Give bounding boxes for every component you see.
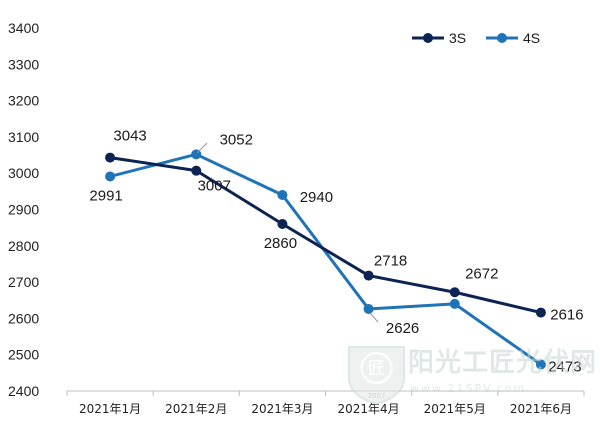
y-tick-label: 2700 bbox=[8, 274, 39, 290]
series-layer bbox=[105, 149, 546, 370]
label-leader-line bbox=[369, 312, 379, 323]
data-label-3s: 2860 bbox=[264, 235, 297, 252]
data-point-3s bbox=[191, 165, 202, 176]
badge-glyph: 匠 bbox=[368, 359, 385, 379]
legend-label-3s: 3S bbox=[449, 30, 466, 46]
data-label-4s: 3052 bbox=[220, 131, 253, 148]
series-line-3s bbox=[109, 156, 542, 315]
data-label-4s: 2626 bbox=[386, 320, 419, 337]
y-tick-label: 2800 bbox=[8, 238, 39, 254]
data-point-4s bbox=[277, 189, 288, 200]
data-point-3s bbox=[277, 219, 288, 230]
badge-year: 2007 bbox=[368, 392, 386, 400]
legend-item-3s: 3S bbox=[412, 30, 466, 46]
series-line-4s bbox=[109, 152, 542, 366]
y-tick-label: 2600 bbox=[8, 310, 39, 326]
data-point-4s bbox=[105, 171, 116, 182]
data-label-3s: 2672 bbox=[465, 265, 498, 282]
data-point-4s bbox=[535, 359, 546, 370]
data-label-4s: 2940 bbox=[300, 189, 333, 206]
data-label-4s: 2473 bbox=[548, 359, 581, 376]
x-tick-label: 2021年6月 bbox=[510, 402, 572, 416]
data-label-3s: 2616 bbox=[550, 307, 583, 324]
watermark-url: www.21SPV.com bbox=[410, 382, 526, 395]
y-tick-label: 3400 bbox=[8, 20, 39, 36]
legend-label-4s: 4S bbox=[523, 30, 540, 46]
legend: 3S 4S bbox=[412, 30, 540, 46]
x-axis-ticks: 2021年1月 2021年2月 2021年3月 2021年4月 2021年5月 2021年… bbox=[66, 391, 585, 416]
y-tick-label: 3000 bbox=[8, 165, 39, 181]
x-tick-label: 2021年1月 bbox=[79, 402, 141, 416]
x-tick-label: 2021年2月 bbox=[165, 402, 227, 416]
y-tick-label: 3100 bbox=[8, 129, 39, 145]
x-tick-label: 2021年5月 bbox=[424, 402, 486, 416]
data-point-3s bbox=[105, 152, 116, 163]
x-tick-label: 2021年4月 bbox=[337, 402, 399, 416]
data-label-3s: 3043 bbox=[113, 128, 146, 145]
data-label-3s: 3007 bbox=[198, 178, 231, 195]
legend-item-4s: 4S bbox=[486, 30, 540, 46]
badge-ring bbox=[360, 352, 393, 384]
legend-marker-4s bbox=[497, 33, 507, 43]
data-point-4s bbox=[449, 298, 460, 309]
y-tick-label: 2400 bbox=[8, 383, 39, 399]
data-point-3s bbox=[449, 287, 460, 298]
data-point-4s bbox=[363, 303, 374, 314]
y-tick-label: 3200 bbox=[8, 93, 39, 109]
y-tick-label: 2900 bbox=[8, 202, 39, 218]
legend-marker-3s bbox=[423, 33, 433, 43]
label-leader-line bbox=[196, 142, 208, 154]
data-labels: 3043 3007 2860 2718 2672 2616 2991 3052 2940 2626… bbox=[89, 128, 583, 376]
data-point-3s bbox=[363, 270, 374, 281]
x-tick-label: 2021年3月 bbox=[251, 402, 313, 416]
y-axis-ticks: 2400 2500 2600 2700 2800 2900 3000 3100 3200 3300… bbox=[8, 20, 39, 399]
y-tick-label: 2500 bbox=[8, 347, 39, 363]
data-label-3s: 2718 bbox=[374, 253, 407, 270]
watermark-logo: 匠 2007 阳光工匠光伏网 www.21SPV.com bbox=[348, 346, 597, 406]
y-tick-label: 3300 bbox=[8, 56, 39, 72]
data-point-3s bbox=[535, 307, 546, 318]
watermark-text: 阳光工匠光伏网 bbox=[408, 348, 597, 378]
data-label-4s: 2991 bbox=[89, 187, 122, 204]
